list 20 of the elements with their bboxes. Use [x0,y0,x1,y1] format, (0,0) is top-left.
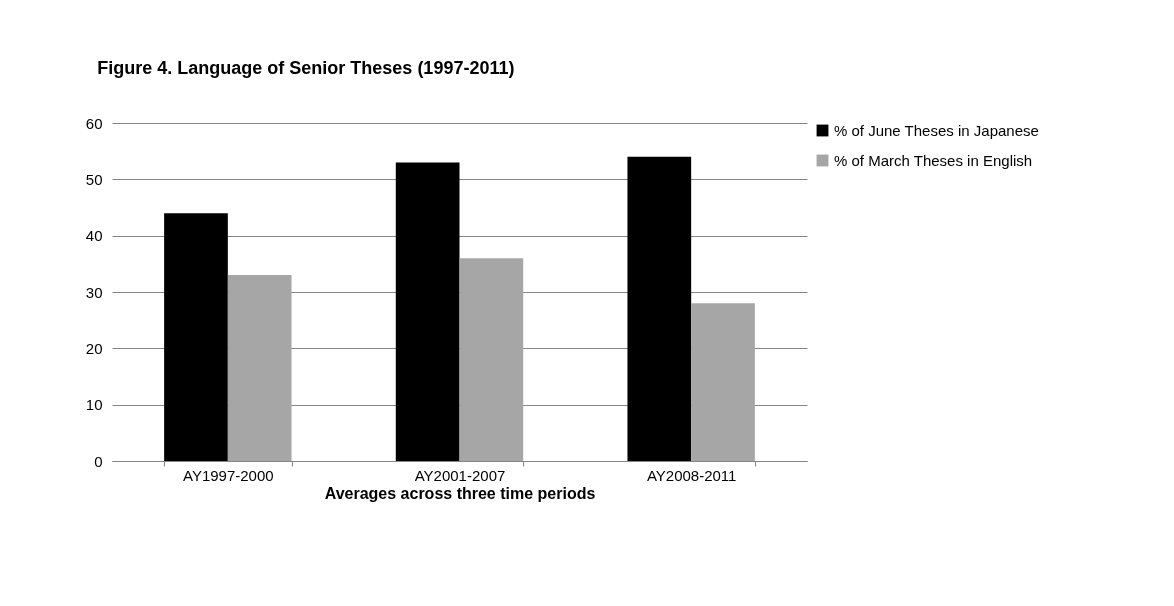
bar [164,213,228,461]
y-tick-label: 50 [85,170,103,188]
y-tick-label: 20 [85,339,103,357]
y-tick-label: 40 [85,227,103,245]
bar [227,275,292,461]
legend-label: % of March Theses in English [834,151,1033,169]
x-tick-label: AY2001-2007 [414,466,506,484]
bar [627,156,692,461]
chart-title: Figure 4. Language of Senior Theses (1997-2011) [97,58,515,78]
y-tick-label: 60 [85,114,103,132]
x-tick-label: AY2008-2011 [646,466,737,484]
bar [459,258,524,461]
y-tick-label: 10 [85,396,103,414]
bar [395,162,460,461]
x-tick-label: AY1997-2000 [183,466,274,484]
legend-label: % of June Theses in Japanese [834,121,1039,139]
y-tick-label: 30 [85,283,103,301]
y-tick-label: 0 [94,452,103,470]
x-axis-title: Averages across three time periods [324,484,596,502]
bar [691,303,755,461]
